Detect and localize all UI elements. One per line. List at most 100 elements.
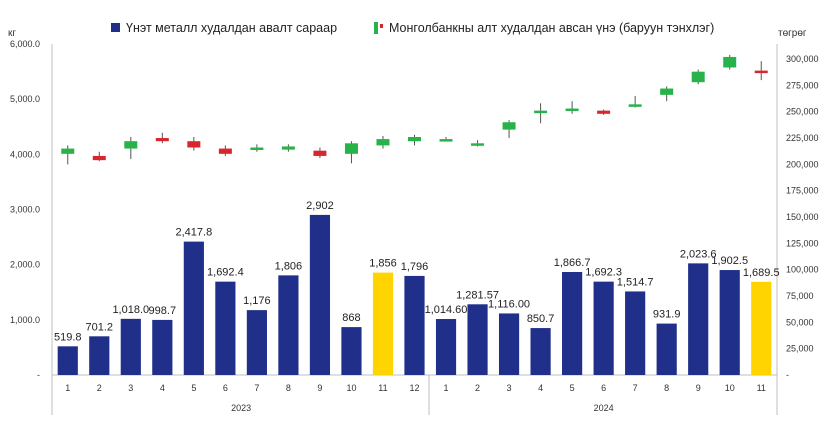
candle-body-down (187, 141, 201, 148)
bar (498, 313, 520, 375)
bar (435, 319, 457, 375)
candle-body-up (565, 108, 579, 112)
legend-candle-label: Монголбанкны алт худалдан авсан үнэ (бар… (389, 21, 714, 35)
candle-body-down (92, 155, 106, 161)
bar (530, 328, 551, 375)
bar-value-label: 1,692.4 (207, 267, 244, 279)
candle-body-up (660, 88, 674, 95)
left-tick-label: 5,000.0 (10, 94, 40, 104)
bar (656, 323, 677, 375)
x-tick-label: 10 (346, 383, 356, 393)
candle-body-up (124, 141, 138, 149)
bar-value-label: 931.9 (653, 309, 681, 321)
candle-body-down (754, 70, 768, 74)
right-tick-label: 250,000 (786, 107, 819, 117)
bar-value-label: 2,023.6 (680, 248, 717, 260)
bar-value-label: 1,018.0 (112, 304, 149, 316)
bar-value-label: 1,796 (401, 261, 429, 273)
bar-value-label: 2,902 (306, 200, 334, 212)
left-axis-unit: кг (8, 28, 16, 39)
bar (688, 263, 709, 375)
x-tick-label: 3 (507, 383, 512, 393)
x-tick-label: 4 (160, 383, 165, 393)
right-tick-label: 175,000 (786, 186, 819, 196)
right-axis-ticks: - 25,000 50,000 75,000 100,000 125,000 150,000… (786, 54, 819, 380)
right-axis-unit: төгрөг (778, 28, 807, 39)
candle-body-up (502, 122, 516, 130)
bar-highlight (372, 272, 394, 375)
bar-value-label: 1,116.00 (488, 298, 530, 310)
candle-body-down (313, 150, 327, 156)
left-tick-label: 6,000.0 (10, 39, 40, 49)
bar-value-label: 1,176 (243, 295, 271, 307)
right-tick-label: 275,000 (786, 80, 819, 90)
x-tick-label: 6 (223, 383, 228, 393)
candle-body-up (250, 147, 264, 151)
x-tick-label: 11 (378, 383, 387, 393)
bar (246, 310, 267, 375)
bar (341, 327, 362, 375)
candle-body-down (597, 110, 611, 114)
x-tick-label: 9 (317, 383, 322, 393)
legend-bar-swatch (111, 23, 120, 32)
x-tick-label: 8 (664, 383, 669, 393)
bar (719, 270, 740, 375)
left-tick-label: 2,000.0 (10, 260, 40, 270)
x-tick-label: 10 (725, 383, 735, 393)
right-tick-label: 125,000 (786, 238, 819, 248)
x-tick-label: 2 (475, 383, 480, 393)
x-year-label: 2023 (231, 403, 251, 413)
bar (57, 346, 78, 375)
bar-highlight (751, 281, 772, 375)
right-tick-label: 50,000 (786, 317, 814, 327)
bar-value-label: 1,856 (369, 258, 397, 270)
bar-value-label: 1,514.7 (617, 276, 654, 288)
x-tick-label: 8 (286, 383, 291, 393)
x-tick-label: 1 (65, 383, 70, 393)
x-tick-label: 7 (254, 383, 259, 393)
x-tick-label: 9 (696, 383, 701, 393)
bar-value-label: 1,902.5 (711, 255, 748, 267)
left-tick-label: 4,000.0 (10, 149, 40, 159)
bar (152, 319, 173, 375)
candlestick-series (61, 54, 768, 165)
bar-value-label: 1,689.5 (743, 267, 780, 279)
x-tick-label: 3 (128, 383, 133, 393)
x-tick-label: 4 (538, 383, 543, 393)
candle-body-up (723, 56, 737, 68)
legend-candle-swatch-down (380, 24, 383, 28)
candle-body-up (691, 71, 705, 83)
bar (309, 214, 331, 375)
candle-body-up (408, 136, 421, 142)
x-axis-ticks: 1 2 3 4 5 6 7 8 9 10 11 12 1 2 3 4 5 6 7 8 9 10 11 (65, 383, 766, 393)
legend: Үнэт металл худалдан авалт сараар Монгол… (111, 21, 714, 35)
x-tick-label: 7 (633, 383, 638, 393)
right-tick-label: 150,000 (786, 212, 819, 222)
bar-value-label: 1,281.57 (456, 289, 499, 301)
left-axis-ticks: - 1,000.0 2,000.0 3,000.0 4,000.0 5,000.0 6,00… (10, 39, 40, 380)
bar-value-label: 701.2 (86, 321, 114, 333)
right-tick-label: 300,000 (786, 54, 819, 64)
right-tick-label: 75,000 (786, 291, 814, 301)
candle-body-up (471, 143, 485, 146)
bar (467, 304, 488, 375)
legend-candle-swatch-up (374, 22, 378, 34)
bar-value-label: 868 (342, 312, 360, 324)
x-tick-label: 5 (191, 383, 196, 393)
bar (89, 336, 110, 375)
bar-value-label: 1,866.7 (554, 257, 591, 269)
bar (183, 241, 204, 375)
candle-body-up (281, 146, 295, 150)
x-tick-label: 11 (757, 383, 766, 393)
right-tick-label: 225,000 (786, 133, 819, 143)
right-tick-label: - (786, 370, 789, 380)
bar-value-label: 1,014.60 (425, 304, 468, 316)
bar-value-label: 850.7 (527, 313, 555, 325)
x-axis-years: 2023 2024 (231, 403, 614, 413)
bar (278, 275, 299, 375)
right-tick-label: 100,000 (786, 265, 819, 275)
left-tick-label: 1,000.0 (10, 315, 40, 325)
x-tick-label: 5 (570, 383, 575, 393)
data-labels: 519.8 701.2 1,018.0 998.7 2,417.8 1,692.4 1,17… (54, 200, 780, 343)
